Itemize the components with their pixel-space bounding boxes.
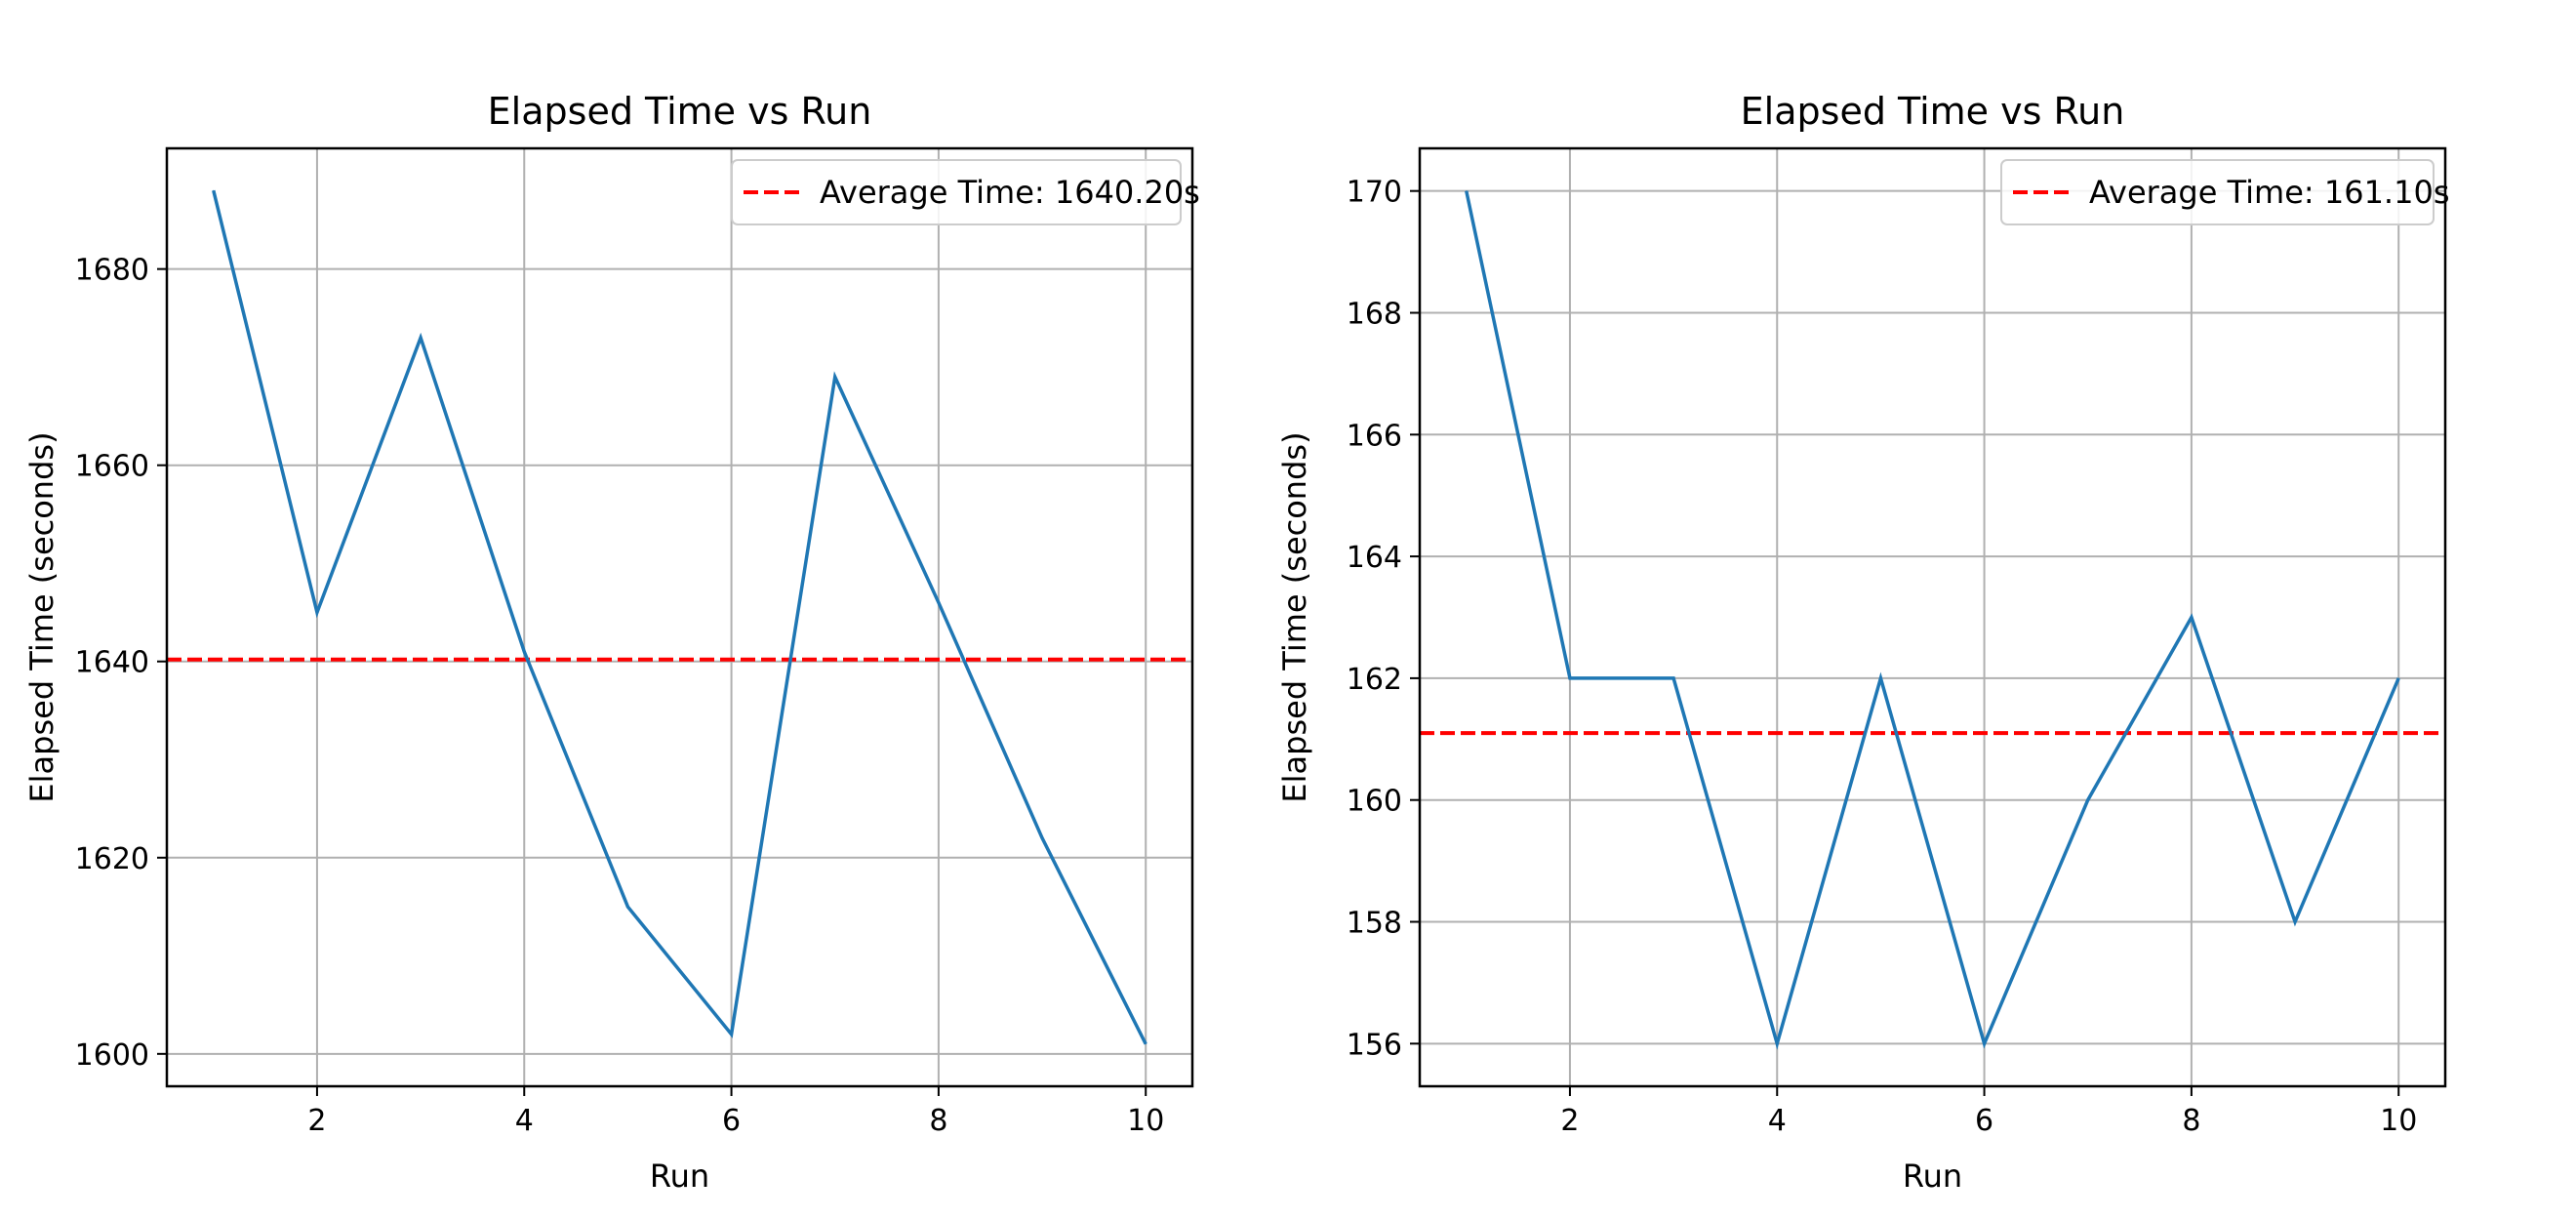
data-point [2191,617,2193,618]
data-point [1776,1042,1778,1044]
x-tick-label: 4 [1768,1104,1787,1138]
legend-label: Average Time: 1640.20s [820,174,1200,211]
x-axis-label: Run [650,1158,709,1195]
data-point [1569,677,1571,679]
chart-left: 2 4 6 8 10 1600 1620 1640 1660 1680 Elapsed Time v… [23,90,1200,1195]
y-tick-label: 160 [1347,785,1402,819]
axes-frame [1418,146,2447,1088]
y-tick-label: 164 [1347,541,1402,575]
x-tick-label: 6 [722,1104,741,1138]
data-point [1879,677,1881,679]
legend-label: Average Time: 161.10s [2089,174,2449,211]
x-tick-label: 8 [929,1104,947,1138]
data-point [1041,837,1043,839]
x-axis-label: Run [1903,1158,1962,1195]
data-point [1466,190,1468,192]
x-tick-label: 2 [307,1104,326,1138]
x-tick-label: 6 [1975,1104,1993,1138]
data-point [213,189,215,191]
y-tick-label: 1600 [75,1038,149,1073]
y-tick-label: 170 [1347,176,1402,210]
y-tick-label: 162 [1347,663,1402,697]
y-tick-label: 1620 [75,842,149,876]
data-point [626,906,628,908]
chart-title: Elapsed Time vs Run [1741,90,2125,133]
y-axis-label: Elapsed Time (seconds) [23,431,60,802]
x-tick-label: 10 [2380,1104,2417,1138]
data-point [420,337,422,339]
data-point [1984,1042,1986,1044]
y-tick-label: 1680 [75,254,149,288]
data-point [2397,677,2399,679]
data-point [731,1034,733,1036]
x-tick-label: 2 [1560,1104,1579,1138]
data-point [2087,799,2089,801]
legend-box [2000,159,2435,225]
x-tick-label: 4 [515,1104,534,1138]
y-tick-label: 166 [1347,419,1402,453]
legend: Average Time: 161.10s [2000,159,2449,225]
data-point [523,651,525,653]
data-point [938,601,940,603]
y-tick-label: 156 [1347,1028,1402,1062]
legend-box [731,159,1182,225]
series-line [212,189,1147,1045]
series-line [1465,190,2400,1050]
y-tick-label: 1640 [75,646,149,680]
chart-title: Elapsed Time vs Run [488,90,872,133]
chart-right: 2 4 6 8 10 156 158 160 162 164 166 168 170 Elapsed Ti… [1276,90,2449,1195]
data-point [1672,677,1674,679]
axes-frame [165,146,1194,1088]
data-point [316,611,318,613]
y-tick-label: 168 [1347,297,1402,331]
data-point [2294,921,2296,923]
legend: Average Time: 1640.20s [731,159,1200,225]
y-axis-label: Elapsed Time (seconds) [1276,431,1313,802]
data-point [834,376,836,378]
data-point [1145,1043,1147,1045]
y-tick-label: 158 [1347,907,1402,941]
x-tick-label: 8 [2182,1104,2200,1138]
x-tick-label: 10 [1127,1104,1164,1138]
y-tick-label: 1660 [75,450,149,484]
